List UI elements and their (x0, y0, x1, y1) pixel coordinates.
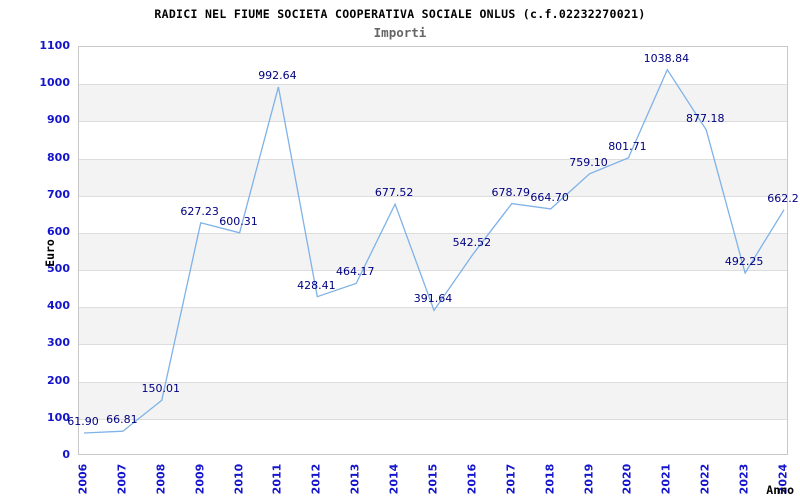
point-value-label: 678.79 (491, 185, 531, 199)
y-tick-label: 600 (47, 224, 70, 238)
y-tick-label: 100 (47, 410, 70, 424)
x-tick-label: 2009 (193, 463, 207, 495)
chart-title: RADICI NEL FIUME SOCIETA COOPERATIVA SOC… (154, 7, 646, 21)
point-value-label: 992.64 (258, 68, 297, 82)
plot-shade-band (79, 381, 787, 419)
point-value-label: 150.01 (141, 382, 181, 396)
point-value-label: 464.17 (335, 265, 375, 279)
point-value-label: 428.41 (297, 278, 336, 292)
gridline (79, 232, 787, 234)
point-value-label: 542.52 (452, 236, 492, 250)
point-value-label: 664.70 (530, 190, 569, 204)
line-series-importi (83, 68, 785, 434)
x-tick-label: 2016 (465, 463, 479, 495)
x-tick-label: 2010 (232, 463, 246, 495)
plot-shade-band (79, 158, 787, 196)
point-value-label: 391.64 (413, 292, 453, 306)
y-tick-label: 0 (62, 448, 70, 461)
x-tick-label: 2014 (387, 463, 401, 495)
point-value-label: 1038.84 (643, 51, 690, 65)
y-tick-label: 900 (47, 113, 70, 127)
point-value-label: 600.31 (219, 214, 258, 228)
chart-subtitle: Importi (373, 25, 427, 40)
x-tick-label: 2022 (698, 463, 712, 495)
x-tick-label: 2013 (348, 463, 362, 495)
plot-shade-band (79, 84, 787, 122)
x-tick-label: 2020 (620, 463, 634, 495)
x-tick-label: 2015 (426, 463, 440, 495)
point-value-label: 877.18 (685, 111, 725, 125)
y-tick-label: 400 (47, 299, 70, 313)
point-value-label: 759.10 (569, 155, 608, 169)
point-value-label: 662.2 (767, 191, 799, 205)
x-tick-label: 2006 (76, 463, 90, 495)
gridline (79, 344, 787, 346)
x-axis-title: Anno (766, 483, 794, 497)
x-tick-label: 2018 (543, 463, 557, 495)
point-value-label: 61.90 (67, 414, 99, 428)
gridline (79, 195, 787, 197)
x-tick-label: 2017 (504, 463, 518, 495)
gridline (79, 84, 787, 86)
y-tick-label: 800 (47, 150, 70, 164)
gridline (79, 381, 787, 383)
point-value-label: 66.81 (106, 413, 138, 427)
y-tick-label: 1000 (39, 76, 70, 90)
gridline (79, 270, 787, 272)
point-value-label: 677.52 (374, 186, 414, 200)
x-tick-label: 2021 (659, 463, 673, 495)
point-value-label: 627.23 (180, 204, 219, 218)
x-tick-label: 2011 (270, 463, 284, 495)
y-tick-label: 1100 (39, 39, 70, 52)
gridline (79, 121, 787, 123)
plot-area (78, 46, 788, 455)
x-tick-label: 2007 (115, 463, 129, 495)
x-tick-label: 2012 (309, 463, 323, 495)
y-tick-label: 500 (47, 262, 70, 276)
point-value-label: 801.71 (608, 139, 647, 153)
y-tick-label: 700 (47, 187, 70, 201)
x-tick-label: 2008 (154, 463, 168, 495)
x-tick-label: 2019 (582, 463, 596, 495)
y-axis-title: Euro (43, 239, 57, 267)
gridline (79, 158, 787, 160)
y-tick-label: 300 (47, 336, 70, 350)
line-path (83, 68, 785, 434)
plot-shade-band (79, 307, 787, 345)
gridline (79, 418, 787, 420)
y-tick-label: 200 (47, 373, 70, 387)
x-tick-label: 2023 (737, 463, 751, 495)
point-value-label: 492.25 (724, 254, 764, 268)
